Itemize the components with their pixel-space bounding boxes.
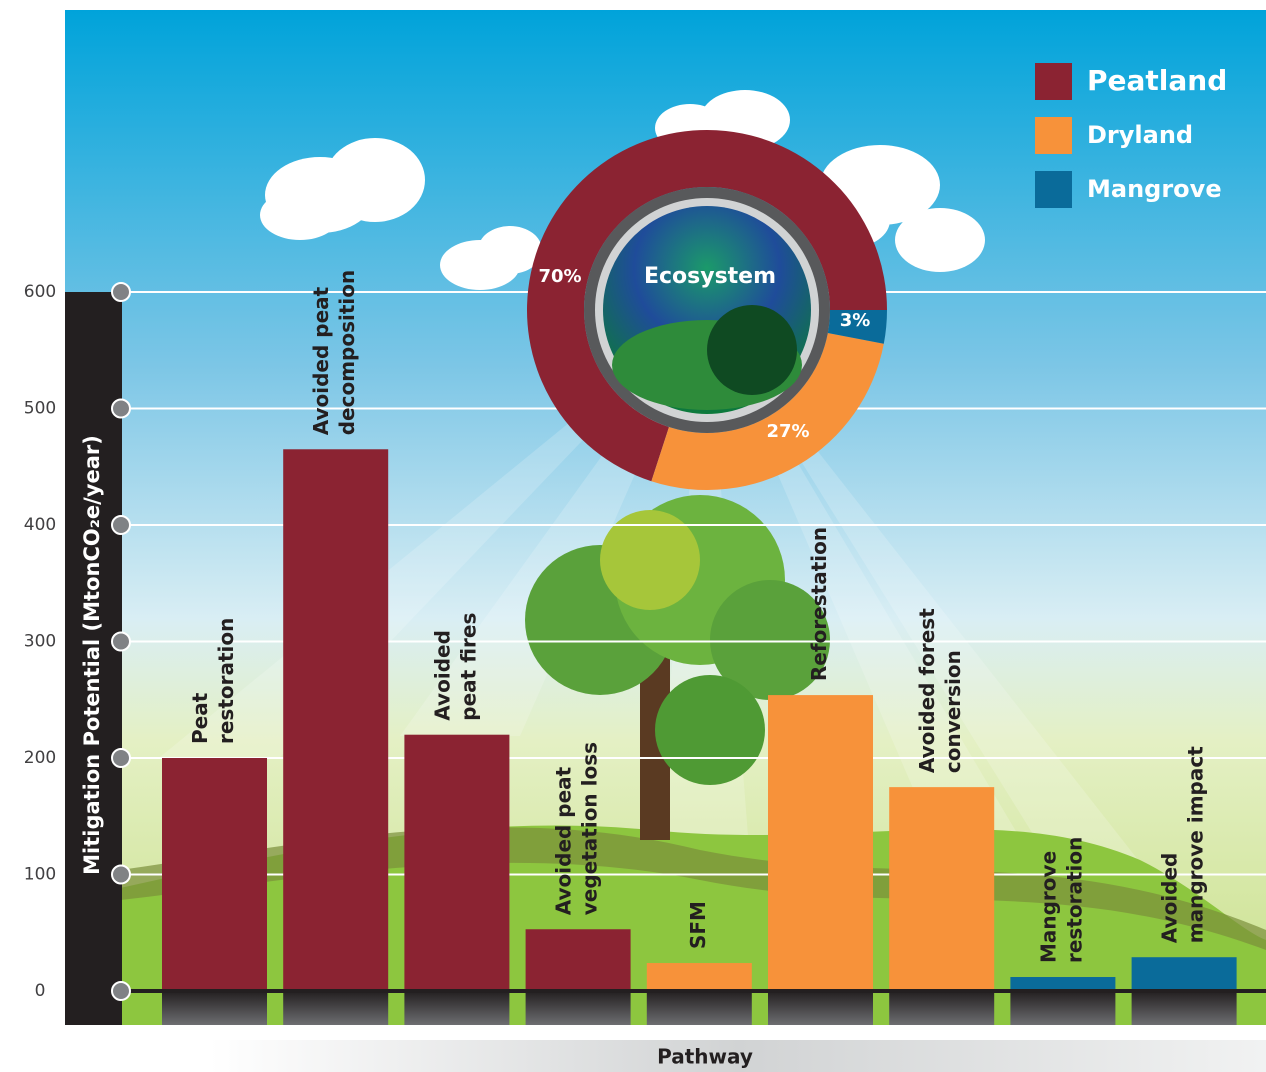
y-tick-label: 100 [24,865,56,885]
tick-mark [112,400,130,418]
legend-swatch [1035,117,1072,154]
y-tick-label: 300 [24,632,56,652]
forest-canopy-dark [707,305,797,395]
legend-swatch [1035,63,1072,100]
category-label: Reforestation [807,527,831,681]
donut-value-label: 70% [538,266,581,287]
bar [1132,957,1237,991]
category-label: vegetation loss [578,742,602,915]
bar-base [526,991,631,1025]
bar-base [647,991,752,1025]
legend-swatch [1035,171,1072,208]
bar [1010,977,1115,991]
category-label: Peat [188,692,212,744]
tick-mark [112,866,130,884]
category-label: decomposition [335,270,359,436]
x-axis-label: Pathway [657,1045,753,1069]
y-tick-label: 400 [24,515,56,535]
bar-base [1132,991,1237,1025]
category-label: restoration [214,618,238,744]
bar-base [283,991,388,1025]
tick-mark [112,633,130,651]
category-label: Avoided forest [915,608,939,773]
legend-label: Mangrove [1087,175,1222,203]
bar [647,963,752,991]
donut-value-label: 3% [840,310,871,331]
donut-value-label: 27% [766,421,809,442]
category-label: mangrove impact [1184,746,1208,943]
category-label: Avoided [430,630,454,721]
bar [768,695,873,991]
y-tick-label: 600 [24,282,56,302]
legend-label: Peatland [1087,64,1227,97]
bar-base [1010,991,1115,1025]
category-label: restoration [1062,837,1086,963]
y-axis-label: Mitigation Potential (MtonCO₂e/year) [80,435,104,875]
category-label: peat fires [456,613,480,721]
bar-base [162,991,267,1025]
category-label: Avoided peat [552,766,576,915]
y-tick-label: 500 [24,399,56,419]
legend-label: Dryland [1087,121,1193,149]
bar [526,929,631,991]
y-tick-label: 0 [35,981,46,1001]
bar [889,787,994,991]
tick-mark [112,283,130,301]
tick-mark [112,982,130,1000]
y-tick-label: 200 [24,748,56,768]
bar [162,758,267,991]
donut-title: Ecosystem [644,264,776,289]
category-label: Mangrove [1036,851,1060,963]
category-label: SFM [686,901,710,949]
category-label: Avoided peat [309,286,333,435]
infographic: PeatrestorationAvoided peatdecomposition… [0,0,1266,1072]
tick-mark [112,516,130,534]
donut: Ecosystem 70% 27% 3% [527,130,887,490]
bar [283,449,388,991]
category-label: conversion [941,650,965,773]
bar [404,735,509,991]
category-label: Avoided [1158,853,1182,944]
bar-base [889,991,994,1025]
bar-base [404,991,509,1025]
bar-base [768,991,873,1025]
tick-mark [112,749,130,767]
